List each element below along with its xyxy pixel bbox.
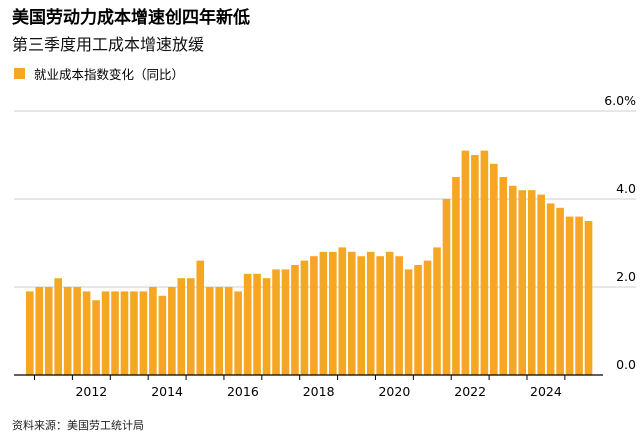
bar [44, 287, 53, 375]
chart-title: 美国劳动力成本增速创四年新低 [12, 8, 250, 28]
source-note: 资料来源：美国劳工统计局 [12, 419, 144, 432]
y-tick-label: 6.0% [604, 93, 636, 108]
bar [291, 265, 299, 375]
x-tick-label: 2020 [378, 384, 410, 399]
bar [423, 260, 432, 375]
bar [395, 256, 403, 375]
x-axis [14, 374, 603, 380]
bar [205, 287, 214, 375]
bar [139, 291, 148, 375]
legend: 就业成本指数变化（同比） [14, 64, 184, 82]
bar [63, 287, 72, 375]
bar [461, 150, 470, 375]
bar [130, 291, 138, 375]
bar [310, 256, 318, 375]
bar [35, 287, 44, 375]
bar [111, 291, 119, 375]
bar [347, 251, 356, 375]
bar [329, 251, 337, 375]
bar [357, 256, 366, 375]
bar [54, 278, 63, 375]
bar [385, 251, 394, 375]
x-tick-label: 2016 [227, 384, 259, 399]
bar [575, 216, 583, 375]
bar [556, 207, 564, 375]
bar [272, 269, 280, 375]
bar [499, 177, 508, 375]
bar [234, 291, 242, 375]
bar [300, 260, 309, 375]
legend-label: 就业成本指数变化（同比） [34, 66, 185, 82]
bar [158, 295, 167, 375]
bar [253, 273, 261, 375]
bar [92, 300, 100, 375]
bar [537, 194, 545, 375]
y-tick-label: 4.0 [616, 181, 636, 196]
y-tick-label: 0.0 [616, 357, 636, 372]
x-tick-label: 2022 [454, 384, 486, 399]
bar [376, 256, 384, 375]
bar [215, 287, 223, 375]
bar [404, 269, 413, 375]
bar [433, 247, 441, 375]
bar [224, 287, 233, 375]
bar [452, 177, 460, 375]
bar [442, 199, 451, 375]
bar [168, 287, 176, 375]
x-tick-label: 2012 [75, 384, 107, 399]
bar [490, 163, 498, 375]
bar [262, 278, 271, 375]
bar [518, 190, 527, 375]
x-tick-label: 2024 [530, 384, 562, 399]
bar [243, 273, 252, 375]
y-tick-labels: 0.0 2.0 4.0 6.0% [604, 93, 636, 372]
bar [177, 278, 186, 375]
bar [149, 287, 157, 375]
bar [366, 251, 375, 375]
x-tick-label: 2014 [151, 384, 183, 399]
bar [546, 203, 555, 375]
bar [281, 269, 290, 375]
bar [196, 260, 205, 375]
bar [584, 221, 593, 375]
bar [319, 251, 328, 375]
bar [480, 150, 489, 375]
bar [338, 247, 347, 375]
bar [101, 291, 110, 375]
bar [471, 155, 479, 375]
bar [73, 287, 81, 375]
bar [26, 291, 34, 375]
bar [508, 185, 517, 375]
bars [26, 150, 593, 375]
bar [414, 265, 422, 375]
x-tick-labels: 2012 2014 2016 2018 2020 2022 2024 [75, 384, 561, 399]
bar [186, 278, 195, 375]
bar [82, 291, 91, 375]
y-tick-label: 2.0 [616, 269, 636, 284]
bar [527, 190, 536, 375]
legend-swatch [14, 67, 25, 79]
bar [120, 291, 129, 375]
x-tick-label: 2018 [303, 384, 335, 399]
chart-subtitle: 第三季度用工成本增速放缓 [12, 35, 205, 54]
bar [565, 216, 574, 375]
